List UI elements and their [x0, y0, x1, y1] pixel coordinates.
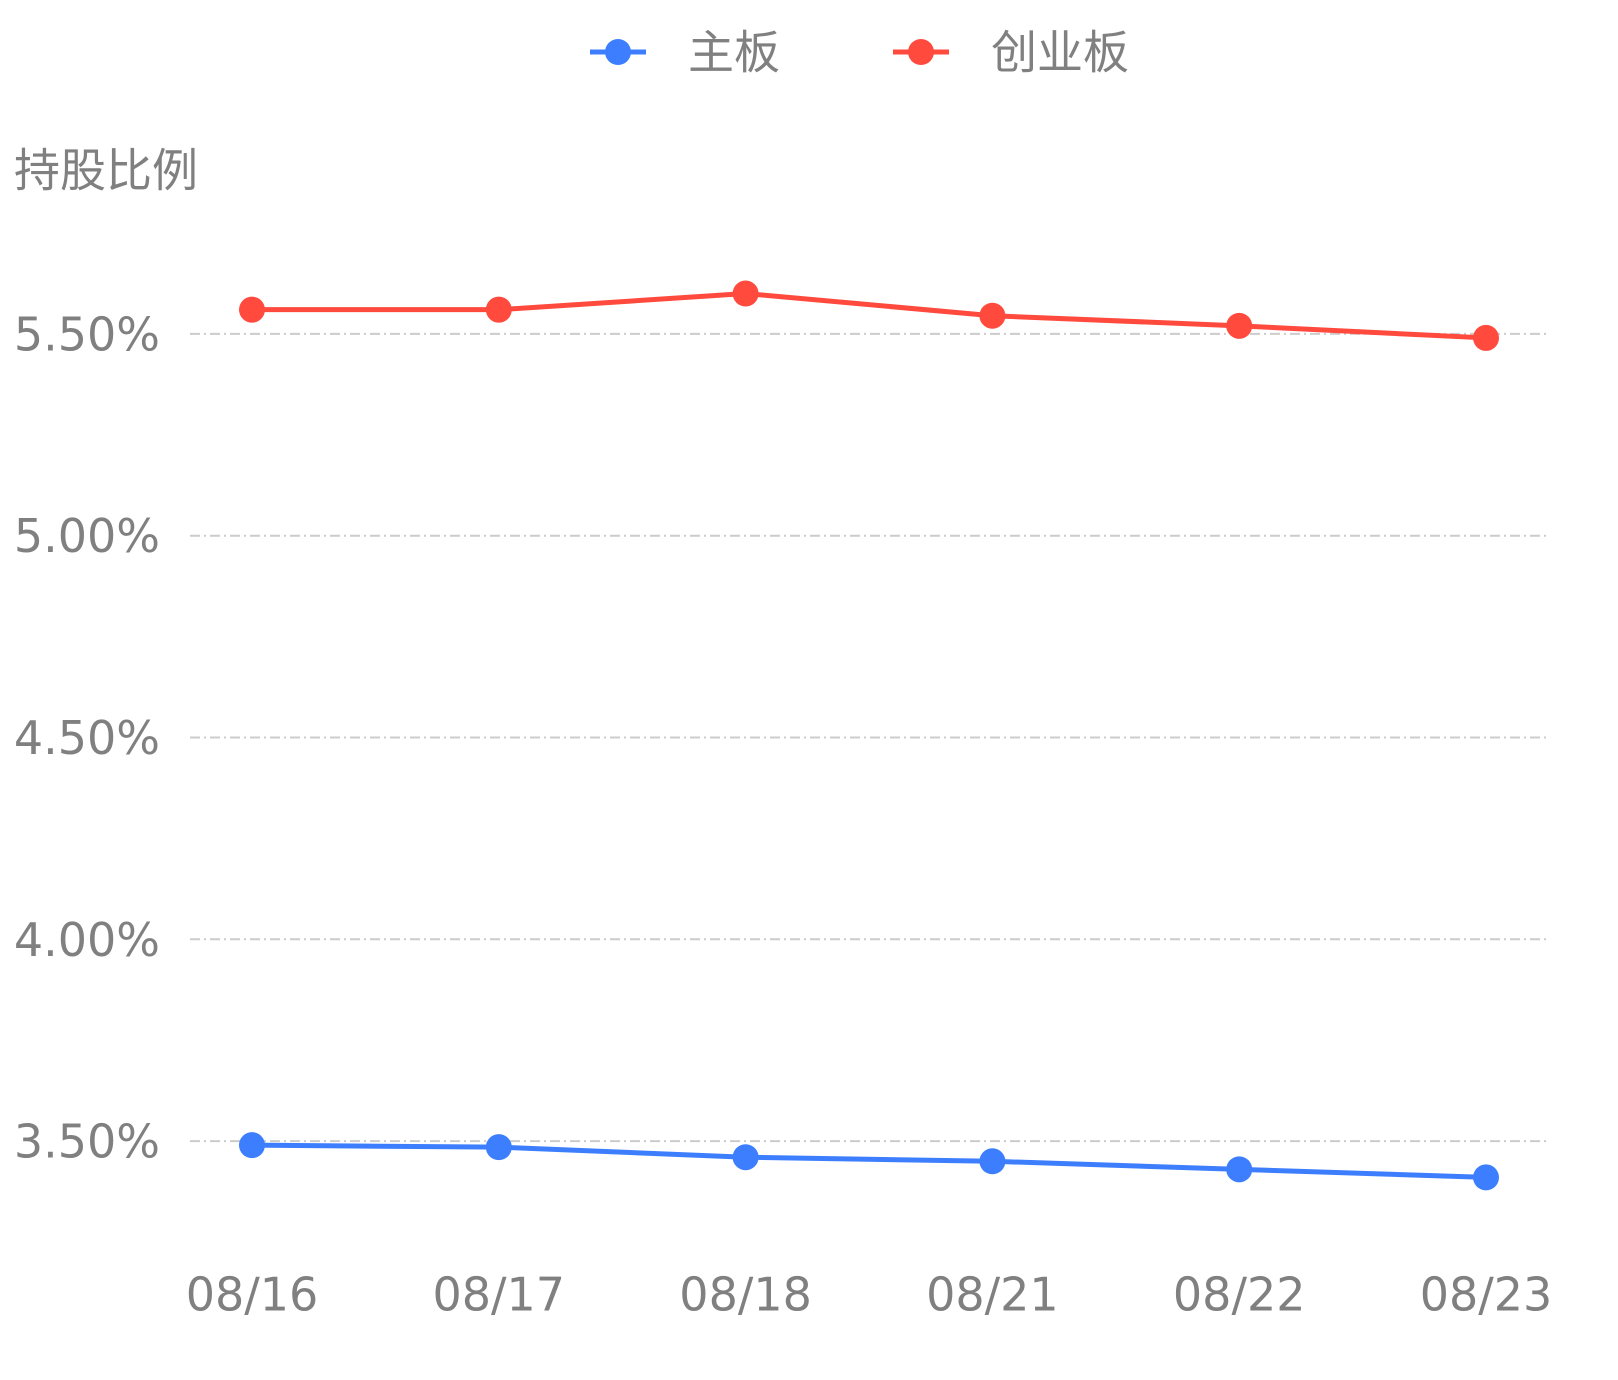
y-tick-label: 5.00%: [14, 509, 160, 563]
data-point: [979, 1148, 1006, 1175]
y-tick-label: 4.50%: [14, 711, 160, 765]
data-point: [239, 296, 265, 323]
data-point: [1473, 1164, 1499, 1191]
x-tick-label: 08/21: [926, 1268, 1059, 1322]
data-point: [485, 296, 512, 323]
data-point: [1226, 312, 1253, 339]
y-tick-label: 5.50%: [14, 307, 160, 361]
data-point: [732, 1144, 759, 1171]
x-tick-label: 08/23: [1420, 1268, 1553, 1322]
x-tick-label: 08/22: [1173, 1268, 1306, 1322]
series-line: [252, 291, 1487, 341]
legend-marker: [605, 39, 631, 65]
y-tick-label: 4.00%: [14, 913, 160, 967]
x-tick-label: 08/18: [679, 1268, 812, 1322]
data-point: [485, 1134, 512, 1161]
data-point: [1226, 1156, 1253, 1183]
x-tick-label: 08/17: [433, 1268, 566, 1322]
x-tick-label: 08/16: [186, 1268, 319, 1322]
data-point: [732, 280, 759, 307]
y-tick-label: 3.50%: [14, 1115, 160, 1169]
data-point: [979, 302, 1006, 329]
legend-marker: [908, 39, 934, 65]
legend-label: 创业板: [991, 26, 1129, 80]
legend-label: 主板: [688, 26, 780, 80]
data-point: [239, 1132, 265, 1159]
data-point: [1473, 324, 1499, 351]
series-line: [251, 1142, 1487, 1180]
y-axis-title: 持股比例: [14, 144, 198, 198]
